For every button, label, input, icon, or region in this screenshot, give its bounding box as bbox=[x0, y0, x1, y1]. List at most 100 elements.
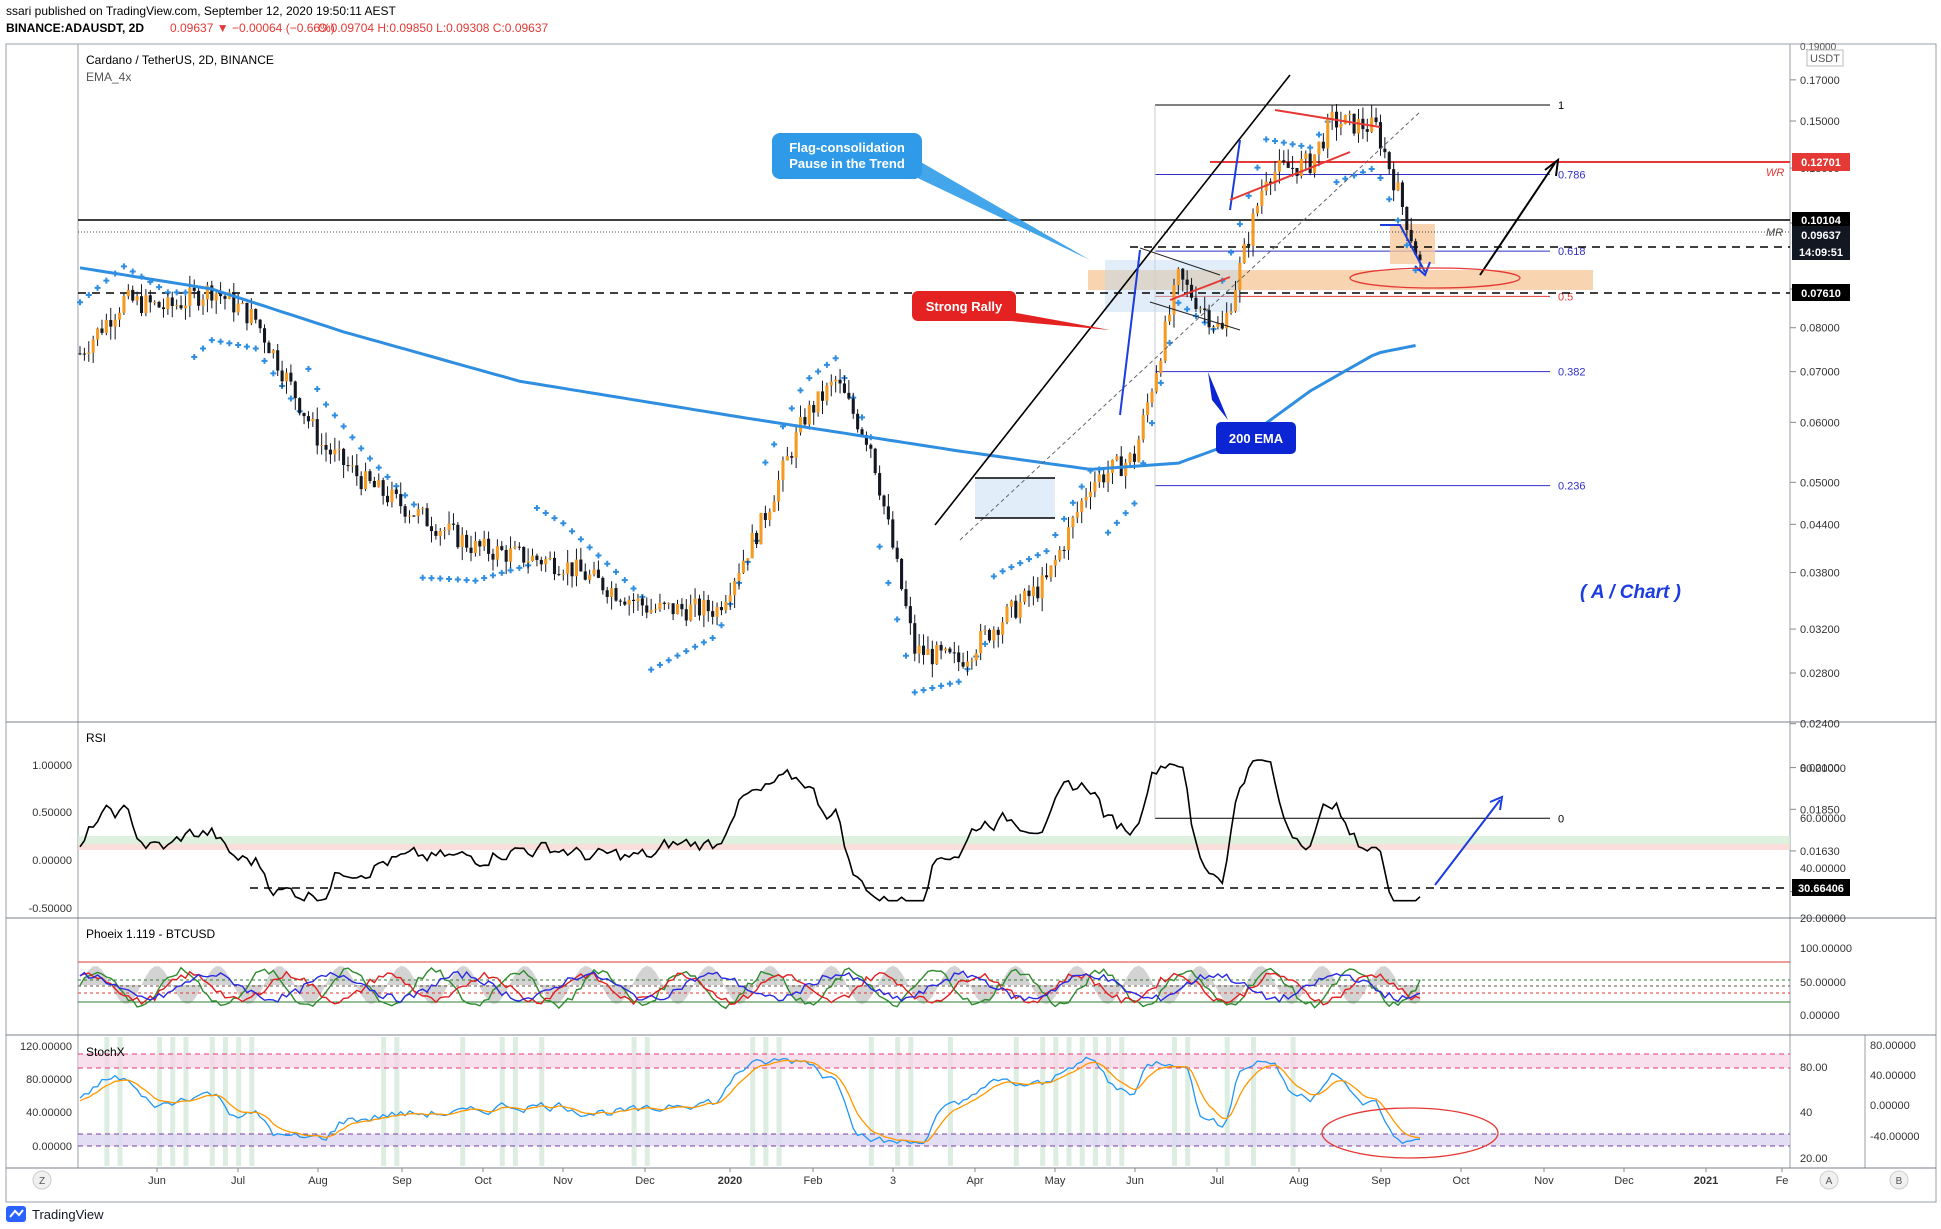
arrow-up-icon bbox=[1544, 157, 1560, 177]
time-tick-label: Jun bbox=[148, 1175, 166, 1187]
candle-body bbox=[87, 352, 91, 354]
candle-body bbox=[139, 296, 144, 314]
candle-body bbox=[1251, 213, 1255, 246]
candle-body bbox=[878, 473, 882, 496]
sar-marker bbox=[182, 289, 189, 296]
sar-marker bbox=[340, 423, 347, 430]
sar-marker bbox=[384, 473, 391, 480]
sar-marker bbox=[481, 575, 488, 582]
stoch-bar bbox=[381, 1037, 387, 1166]
auto-scale-button[interactable] bbox=[1819, 1170, 1839, 1190]
sar-marker bbox=[718, 622, 725, 629]
sar-marker bbox=[938, 682, 945, 689]
candle-body bbox=[1071, 517, 1075, 528]
candle-body bbox=[557, 574, 561, 576]
sar-marker bbox=[1403, 242, 1410, 249]
support-badge bbox=[1792, 284, 1850, 301]
candle-body bbox=[768, 511, 772, 520]
goto-date-button[interactable] bbox=[32, 1170, 52, 1190]
candles bbox=[78, 104, 1422, 678]
sar-marker bbox=[806, 375, 813, 382]
candle-body bbox=[856, 413, 860, 430]
candle-body bbox=[249, 309, 253, 324]
candle-body bbox=[1146, 402, 1150, 416]
candle-body bbox=[816, 391, 820, 413]
time-tick-label: Sep bbox=[392, 1175, 412, 1187]
candle-body bbox=[812, 405, 816, 413]
candle-body bbox=[491, 553, 495, 560]
stoch-left-tick: 40.00000 bbox=[26, 1107, 72, 1119]
phoenix-right-tick: 100.00000 bbox=[1800, 943, 1852, 955]
sar-marker bbox=[797, 387, 804, 394]
sar-marker bbox=[498, 569, 505, 576]
candle-body bbox=[403, 506, 407, 517]
candle-body bbox=[961, 662, 965, 667]
flag-red bbox=[1169, 276, 1231, 301]
sar-marker bbox=[613, 568, 619, 575]
candle-body bbox=[1365, 129, 1369, 132]
candle-body bbox=[377, 480, 381, 488]
stoch-circle-highlight bbox=[1321, 1107, 1499, 1159]
sar-marker bbox=[173, 289, 180, 296]
watermark-label: ( A / Chart ) bbox=[1580, 582, 1681, 603]
candle-body bbox=[1273, 171, 1277, 184]
candle-body bbox=[390, 489, 394, 503]
candle-body bbox=[1176, 268, 1180, 286]
candle-body bbox=[838, 379, 842, 384]
parabolic-sar bbox=[77, 118, 1419, 696]
stoch-bar bbox=[209, 1037, 215, 1166]
sar-marker bbox=[1280, 139, 1287, 146]
candle-body bbox=[614, 588, 618, 601]
stoch-right-tick: 0.00000 bbox=[1870, 1100, 1910, 1112]
candle-body bbox=[245, 302, 249, 324]
stoch-bar bbox=[644, 1037, 650, 1166]
candle-body bbox=[407, 515, 412, 517]
candle-body bbox=[895, 547, 899, 559]
time-tick-label: May bbox=[1045, 1175, 1066, 1187]
sar-marker bbox=[1043, 548, 1050, 555]
sar-marker bbox=[428, 575, 435, 582]
flag-callout: Flag-consolidation Pause in the Trend bbox=[772, 133, 1090, 260]
rsi-right-tick: 80.00000 bbox=[1800, 763, 1846, 775]
price-change: 0.09637 ▼ −0.00064 (−0.66%) bbox=[170, 21, 335, 35]
sar-marker bbox=[129, 268, 136, 275]
candle-body bbox=[926, 648, 930, 655]
candle-body bbox=[1137, 439, 1141, 462]
price-tick-label: 0.15000 bbox=[1800, 116, 1840, 128]
rsi-left-tick: -0.50000 bbox=[29, 903, 72, 915]
candle-body bbox=[219, 293, 223, 297]
sar-marker bbox=[375, 464, 382, 471]
candle-body bbox=[552, 557, 557, 575]
candle-body bbox=[860, 429, 864, 436]
candle-body bbox=[1001, 622, 1005, 635]
sar-marker bbox=[586, 544, 593, 551]
sar-marker bbox=[410, 501, 417, 508]
candle-body bbox=[1053, 559, 1057, 566]
flag-upper bbox=[1139, 247, 1221, 276]
phoenix-red-series bbox=[79, 970, 1421, 1006]
stoch-bar bbox=[104, 1037, 110, 1166]
wr-label: WR bbox=[1766, 167, 1784, 179]
level-badge-text: 0.10104 bbox=[1801, 215, 1842, 227]
sar-marker bbox=[156, 284, 163, 291]
sar-marker bbox=[999, 568, 1006, 575]
candle-body bbox=[693, 598, 697, 605]
candle-body bbox=[1005, 606, 1009, 623]
candle-body bbox=[1093, 481, 1097, 492]
candle-body bbox=[315, 419, 319, 446]
rsi-title: RSI bbox=[86, 731, 106, 745]
time-tick-label: Nov bbox=[553, 1175, 573, 1187]
candle-body bbox=[324, 445, 328, 450]
rsi-left-tick: 0.00000 bbox=[32, 855, 72, 867]
sar-marker bbox=[85, 292, 92, 299]
candle-body bbox=[306, 416, 310, 422]
candle-body bbox=[1220, 322, 1224, 329]
sar-marker bbox=[507, 567, 514, 574]
rsi-band-green bbox=[78, 836, 1790, 844]
candle-body bbox=[1194, 297, 1198, 309]
candle-body bbox=[359, 476, 363, 490]
stoch-axis: 120.00000 80.00000 40.00000 0.00000 80.00 40 2… bbox=[20, 1040, 1920, 1165]
sar-marker bbox=[252, 345, 259, 352]
time-axis[interactable]: Jun Jul Aug Sep Oct Nov Dec 2020 Feb 3 Apr May Jun Ju… bbox=[148, 1168, 1788, 1187]
log-scale-button[interactable] bbox=[1889, 1170, 1909, 1190]
